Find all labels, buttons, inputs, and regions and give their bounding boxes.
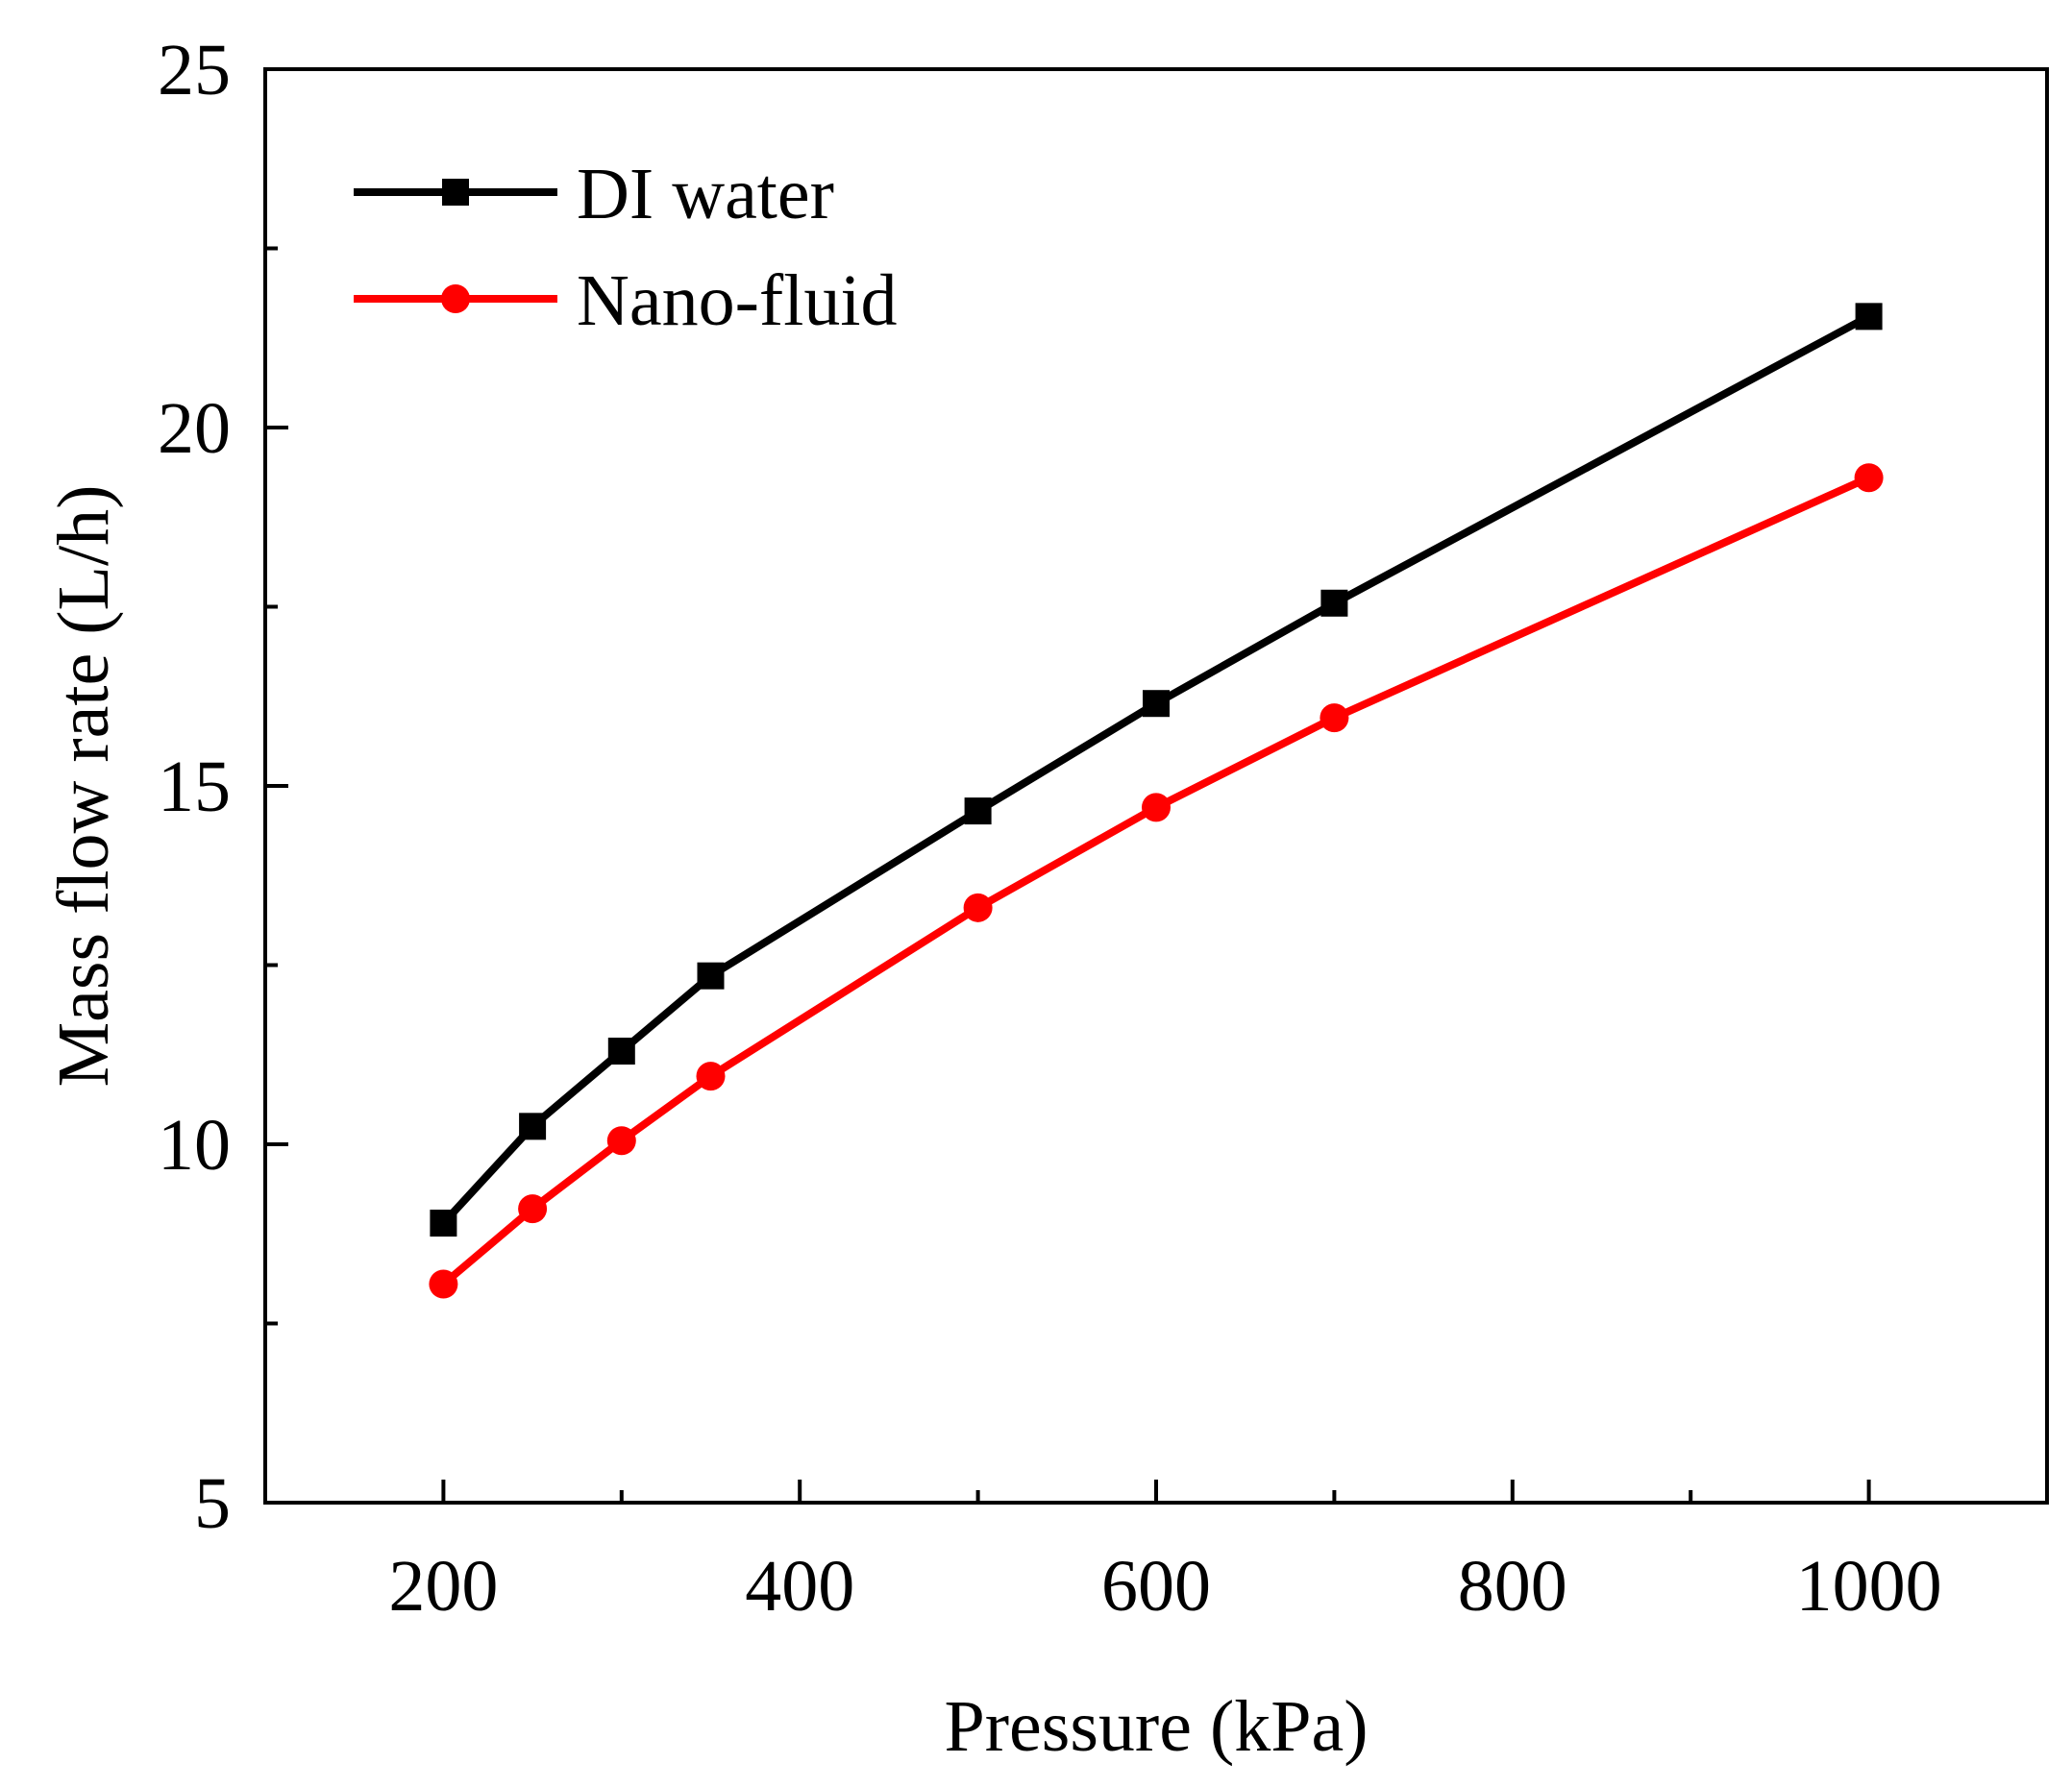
y-tick-label: 5 bbox=[194, 1463, 231, 1544]
series-layer bbox=[429, 303, 1884, 1299]
x-tick-label: 400 bbox=[745, 1546, 854, 1627]
legend-entry-nano-fluid: Nano-fluid bbox=[354, 260, 897, 341]
data-point-di-water bbox=[1320, 589, 1348, 617]
series-line-di-water bbox=[440, 312, 1871, 1226]
x-axis-title: Pressure (kPa) bbox=[944, 1686, 1368, 1767]
legend: DI water Nano-fluid bbox=[354, 154, 897, 341]
data-point-di-water bbox=[697, 962, 725, 990]
data-point-di-water bbox=[430, 1210, 457, 1237]
y-tick-label: 10 bbox=[158, 1105, 231, 1186]
data-point-nano-fluid bbox=[963, 893, 993, 922]
data-point-nano-fluid bbox=[696, 1062, 726, 1091]
legend-marker-square bbox=[442, 179, 469, 206]
plot-frame bbox=[263, 67, 2049, 1505]
x-axis-ticks bbox=[441, 1480, 1871, 1503]
data-point-di-water bbox=[519, 1113, 547, 1140]
legend-label-di-water: DI water bbox=[577, 154, 834, 234]
data-point-di-water bbox=[607, 1038, 635, 1065]
data-point-di-water bbox=[964, 797, 992, 825]
data-point-nano-fluid bbox=[1854, 463, 1884, 493]
x-tick-label: 600 bbox=[1101, 1546, 1211, 1627]
y-axis-title: Mass flow rate (L/h) bbox=[43, 485, 124, 1088]
y-tick-label: 20 bbox=[158, 388, 231, 469]
x-axis-tick-labels: 200 400 600 800 1000 bbox=[388, 1546, 1941, 1627]
data-point-nano-fluid bbox=[429, 1269, 458, 1299]
data-point-nano-fluid bbox=[518, 1194, 548, 1224]
x-tick-label: 1000 bbox=[1796, 1546, 1942, 1627]
y-axis-ticks bbox=[265, 67, 288, 1505]
x-tick-label: 800 bbox=[1458, 1546, 1567, 1627]
data-point-di-water bbox=[1855, 303, 1883, 331]
legend-marker-circle bbox=[441, 284, 470, 313]
legend-label-nano-fluid: Nano-fluid bbox=[577, 260, 897, 341]
y-axis-tick-labels: 5 10 15 20 25 bbox=[158, 30, 231, 1544]
data-point-nano-fluid bbox=[1320, 703, 1349, 733]
series-nano-fluid bbox=[429, 463, 1884, 1299]
y-tick-label: 25 bbox=[158, 30, 231, 110]
data-point-nano-fluid bbox=[606, 1126, 636, 1156]
legend-entry-di-water: DI water bbox=[354, 154, 834, 234]
y-tick-label: 15 bbox=[158, 747, 231, 827]
data-point-nano-fluid bbox=[1142, 793, 1171, 822]
data-point-di-water bbox=[1143, 690, 1170, 718]
series-line-nano-fluid bbox=[440, 474, 1871, 1287]
x-tick-label: 200 bbox=[388, 1546, 498, 1627]
series-di-water bbox=[430, 303, 1883, 1237]
